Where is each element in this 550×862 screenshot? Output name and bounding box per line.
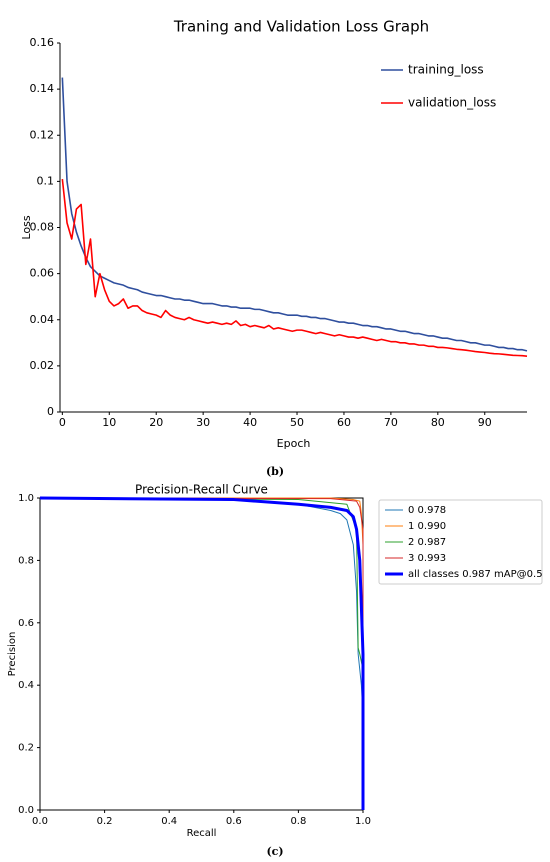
x-tick-label: 0 (59, 416, 66, 429)
x-tick-label: 90 (478, 416, 492, 429)
y-tick-label: 0.2 (18, 743, 34, 754)
legend-label: 1 0.990 (408, 521, 446, 532)
y-tick-label: 0 (47, 405, 54, 418)
series-line (61, 178, 528, 357)
y-tick-label: 0.06 (30, 267, 55, 280)
x-tick-label: 30 (196, 416, 210, 429)
y-tick-label: 0.02 (30, 359, 55, 372)
legend-label: 2 0.987 (408, 537, 446, 548)
x-tick-label: 0.0 (32, 816, 48, 827)
y-axis-label: Precision (7, 632, 18, 677)
y-tick-label: 0.4 (18, 680, 34, 691)
x-tick-label: 70 (384, 416, 398, 429)
x-tick-label: 20 (149, 416, 163, 429)
legend-label: 3 0.993 (408, 553, 446, 564)
caption: (c) (266, 845, 283, 858)
x-tick-label: 1.0 (355, 816, 371, 827)
y-tick-label: 0.12 (30, 128, 55, 141)
y-tick-label: 0.16 (30, 36, 55, 49)
caption: (b) (266, 465, 284, 478)
chart-title: Traning and Validation Loss Graph (173, 18, 429, 36)
x-tick-label: 0.4 (161, 816, 177, 827)
series-line (39, 496, 365, 810)
x-tick-label: 0.8 (290, 816, 306, 827)
series-line (39, 497, 364, 810)
y-tick-label: 0.14 (30, 82, 55, 95)
x-axis-label: Epoch (277, 437, 311, 450)
x-tick-label: 10 (102, 416, 116, 429)
series-line (39, 497, 364, 810)
plot-frame (39, 497, 364, 811)
series-line (39, 497, 364, 810)
y-tick-label: 0.1 (37, 174, 55, 187)
chart-title: Precision-Recall Curve (135, 483, 268, 497)
x-axis-label: Recall (187, 828, 217, 839)
legend-label: all classes 0.987 mAP@0.5 (408, 569, 543, 580)
y-tick-label: 0.6 (18, 618, 34, 629)
legend-label: validation_loss (408, 96, 496, 110)
series-line (40, 497, 364, 810)
series-line (61, 77, 528, 352)
y-tick-label: 0.04 (30, 313, 55, 326)
legend-frame (378, 499, 543, 585)
y-tick-label: 0.0 (18, 805, 34, 816)
y-tick-label: 0.08 (30, 221, 55, 234)
x-tick-label: 40 (243, 416, 257, 429)
x-tick-label: 50 (290, 416, 304, 429)
y-axis-label: Loss (20, 215, 33, 239)
x-tick-label: 0.2 (97, 816, 113, 827)
x-tick-label: 80 (431, 416, 445, 429)
y-tick-label: 1.0 (18, 493, 34, 504)
legend-label: 0 0.978 (408, 505, 446, 516)
x-tick-label: 60 (337, 416, 351, 429)
x-tick-label: 0.6 (226, 816, 242, 827)
legend-label: training_loss (408, 63, 484, 77)
y-tick-label: 0.8 (18, 555, 34, 566)
